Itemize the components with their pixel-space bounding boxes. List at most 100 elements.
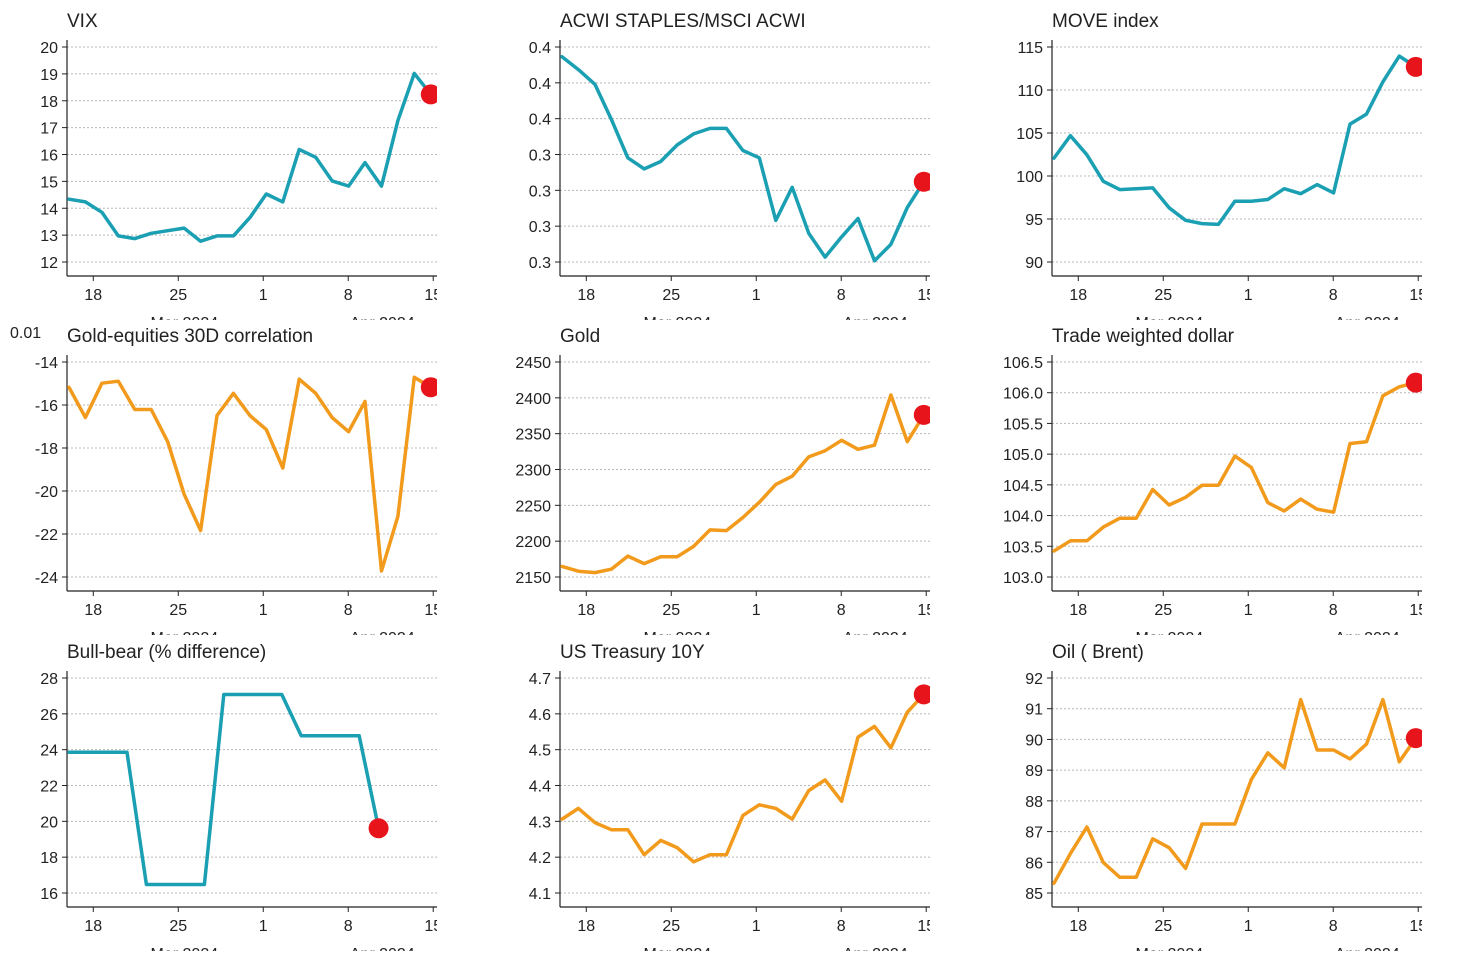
y-tick-label: 0.4 [529,40,551,57]
x-month-label: Apr 2024 [350,315,415,320]
x-tick-label: 18 [1069,918,1087,935]
x-month-label: Mar 2024 [151,315,219,320]
x-month-label: Mar 2024 [151,630,219,635]
y-tick-label: 18 [40,850,58,867]
x-month-label: Apr 2024 [1335,946,1400,951]
y-tick-label: -18 [35,441,58,458]
y-tick-label: 12 [40,255,58,272]
y-tick-label: 110 [1017,83,1043,100]
series-line [560,692,926,864]
chart-panel: 245024002350230022502200215018251815Mar … [515,355,930,635]
last-value-marker [368,818,389,839]
y-tick-label: 103.0 [1003,570,1043,587]
last-value-marker [420,377,437,398]
y-tick-label: 0.3 [529,219,551,236]
x-tick-label: 15 [1409,602,1422,619]
y-tick-label: 91 [1025,702,1043,719]
y-tick-label: 20 [40,40,58,57]
y-tick-label: 106.0 [1003,386,1043,403]
chart-panel: -14-16-18-20-22-2418251815Mar 2024Apr 20… [35,355,437,635]
x-tick-label: 18 [84,287,102,304]
y-tick-label: 2350 [515,427,551,444]
x-tick-label: 8 [1329,602,1338,619]
y-tick-label: 88 [1025,794,1043,811]
x-month-label: Mar 2024 [644,946,712,951]
y-tick-label: -22 [35,527,58,544]
y-tick-label: -24 [35,570,58,587]
x-tick-label: 18 [577,287,595,304]
y-tick-label: 87 [1025,825,1043,842]
y-tick-label: 86 [1025,855,1043,872]
last-value-marker [420,84,437,105]
x-tick-label: 15 [1409,918,1422,935]
chart-title: Trade weighted dollar [1052,326,1235,347]
y-tick-label: -20 [35,484,58,501]
x-tick-label: 1 [752,287,761,304]
y-tick-label: 22 [40,779,58,796]
y-tick-label: 104.0 [1003,509,1043,526]
y-tick-label: 105.0 [1003,447,1043,464]
y-tick-label: 100 [1016,169,1043,186]
x-tick-label: 25 [169,287,187,304]
chart-panel: 2826242220181618251815Mar 2024Apr 2024 [40,671,437,951]
y-tick-label: -14 [35,355,58,372]
x-tick-label: 8 [837,918,846,935]
y-tick-label: 4.1 [529,886,551,903]
y-tick-label: 20 [40,814,58,831]
x-tick-label: 1 [1244,602,1253,619]
y-tick-label: 90 [1025,732,1043,749]
last-value-marker [913,404,930,425]
y-tick-label: 104.5 [1003,478,1043,495]
x-month-label: Apr 2024 [843,630,908,635]
x-tick-label: 8 [837,287,846,304]
y-tick-label: 26 [40,707,58,724]
y-tick-label: 106.5 [1003,355,1043,372]
x-tick-label: 25 [169,918,187,935]
x-tick-label: 1 [1244,918,1253,935]
corner-note: 0.01 [10,325,42,342]
x-tick-label: 8 [1329,287,1338,304]
x-tick-label: 25 [169,602,187,619]
x-month-label: Mar 2024 [644,630,712,635]
x-month-label: Mar 2024 [151,946,219,951]
x-tick-label: 25 [1154,918,1172,935]
x-tick-label: 8 [837,602,846,619]
y-tick-label: 15 [40,174,58,191]
x-tick-label: 1 [259,918,268,935]
y-tick-label: 14 [40,201,58,218]
y-tick-label: 95 [1025,212,1043,229]
x-tick-label: 8 [344,287,353,304]
y-tick-label: 103.5 [1003,539,1043,556]
last-value-marker [1405,56,1422,77]
y-tick-label: 17 [40,121,58,138]
series-line [1052,54,1418,227]
y-tick-label: 2450 [515,355,551,372]
y-tick-label: -16 [35,398,58,415]
x-tick-label: 15 [1409,287,1422,304]
x-tick-label: 25 [1154,287,1172,304]
x-month-label: Mar 2024 [644,315,712,320]
y-tick-label: 105 [1016,126,1043,143]
y-tick-label: 0.3 [529,183,551,200]
series-line [1052,697,1418,885]
y-tick-label: 16 [40,148,58,165]
last-value-marker [913,171,930,192]
y-tick-label: 115 [1017,40,1043,57]
chart-title: Gold [560,326,601,347]
y-tick-label: 2250 [515,498,551,515]
y-tick-label: 89 [1025,763,1043,780]
y-tick-label: 90 [1025,255,1043,272]
y-tick-label: 4.4 [529,779,551,796]
x-tick-label: 1 [1244,287,1253,304]
y-tick-label: 4.6 [529,707,551,724]
chart-title: US Treasury 10Y [560,642,705,663]
x-tick-label: 18 [1069,602,1087,619]
x-month-label: Apr 2024 [350,630,415,635]
series-line [1052,380,1418,553]
series-line [67,692,381,887]
y-tick-label: 13 [40,228,58,245]
x-tick-label: 18 [84,918,102,935]
chart-panel: 0.40.40.40.30.30.30.318251815Mar 2024Apr… [529,40,930,320]
x-tick-label: 1 [259,287,268,304]
y-tick-label: 2400 [515,391,551,408]
